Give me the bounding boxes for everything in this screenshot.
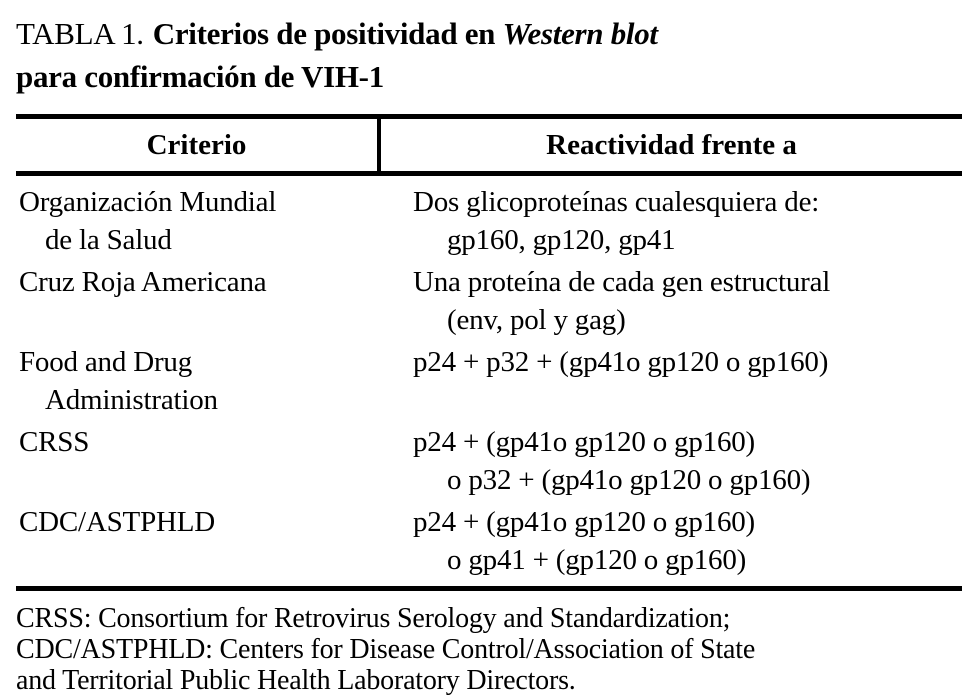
- table-title-line2: para confirmación de VIH-1: [16, 59, 384, 94]
- table-row: Organización Mundial de la Salud Dos glico…: [16, 183, 962, 259]
- cell-line: p24 + p32 + (gp41o gp120 o gp160): [413, 346, 829, 378]
- table-row: CRSS p24 + (gp41o gp120 o gp160) o p32 + (…: [16, 423, 962, 499]
- cell-line: o gp41 + (gp120 o gp160): [447, 544, 747, 576]
- cell-line: gp160, gp120, gp41: [447, 224, 676, 256]
- cell-line: Cruz Roja Americana: [19, 266, 267, 298]
- table-number-label: TABLA 1.: [16, 16, 144, 51]
- cell-criterio: Cruz Roja Americana: [16, 263, 413, 339]
- table-row: CDC/ASTPHLD p24 + (gp41o gp120 o gp160) o …: [16, 503, 962, 579]
- cell-line: CRSS: [19, 426, 90, 458]
- table-footnote: CRSS: Consortium for Retrovirus Serology…: [16, 603, 962, 696]
- cell-reactividad: Dos glicoproteínas cualesquiera de: gp160…: [413, 183, 962, 259]
- cell-criterio: CDC/ASTPHLD: [16, 503, 413, 579]
- footnote-line: CDC/ASTPHLD: Centers for Disease Control…: [16, 634, 756, 665]
- cell-line: o p32 + (gp41o gp120 o gp160): [447, 464, 811, 496]
- criteria-table: Criterio Reactividad frente a Organizaci…: [16, 114, 962, 591]
- table-title-line1: TABLA 1. Criterios de positividad en West…: [16, 12, 962, 55]
- cell-reactividad: p24 + (gp41o gp120 o gp160) o gp41 + (gp1…: [413, 503, 962, 579]
- cell-reactividad: Una proteína de cada gen estructural (env…: [413, 263, 962, 339]
- cell-line: Una proteína de cada gen estructural: [413, 266, 831, 298]
- cell-line: de la Salud: [45, 224, 172, 256]
- cell-line: Administration: [45, 384, 218, 416]
- table-bottom-rule: [16, 586, 962, 591]
- footnote-line: and Territorial Public Health Laboratory…: [16, 665, 576, 696]
- column-header-criterio: Criterio: [146, 129, 247, 161]
- cell-criterio: Food and Drug Administration: [16, 343, 413, 419]
- cell-line: CDC/ASTPHLD: [19, 506, 215, 538]
- cell-line: Organización Mundial: [19, 186, 277, 218]
- column-header-reactividad: Reactividad frente a: [377, 119, 962, 171]
- table-title-italic: Western blot: [502, 16, 658, 51]
- table-header-row: Criterio Reactividad frente a: [16, 114, 962, 176]
- table-title: TABLA 1. Criterios de positividad en West…: [16, 12, 962, 98]
- table-title-bold: Criterios de positividad en: [152, 16, 496, 51]
- cell-line: p24 + (gp41o gp120 o gp160): [413, 506, 756, 538]
- footnote-line: CRSS: Consortium for Retrovirus Serology…: [16, 603, 731, 634]
- cell-reactividad: p24 + (gp41o gp120 o gp160) o p32 + (gp41…: [413, 423, 962, 499]
- cell-line: p24 + (gp41o gp120 o gp160): [413, 426, 756, 458]
- cell-criterio: Organización Mundial de la Salud: [16, 183, 413, 259]
- cell-line: Dos glicoproteínas cualesquiera de:: [413, 186, 820, 218]
- table-row: Cruz Roja Americana Una proteína de cada …: [16, 263, 962, 339]
- cell-reactividad: p24 + p32 + (gp41o gp120 o gp160): [413, 343, 962, 419]
- cell-line: (env, pol y gag): [447, 304, 626, 336]
- table-body: Organización Mundial de la Salud Dos glico…: [16, 176, 962, 586]
- cell-line: Food and Drug: [19, 346, 193, 378]
- cell-criterio: CRSS: [16, 423, 413, 499]
- table-row: Food and Drug Administration p24 + p32 + (…: [16, 343, 962, 419]
